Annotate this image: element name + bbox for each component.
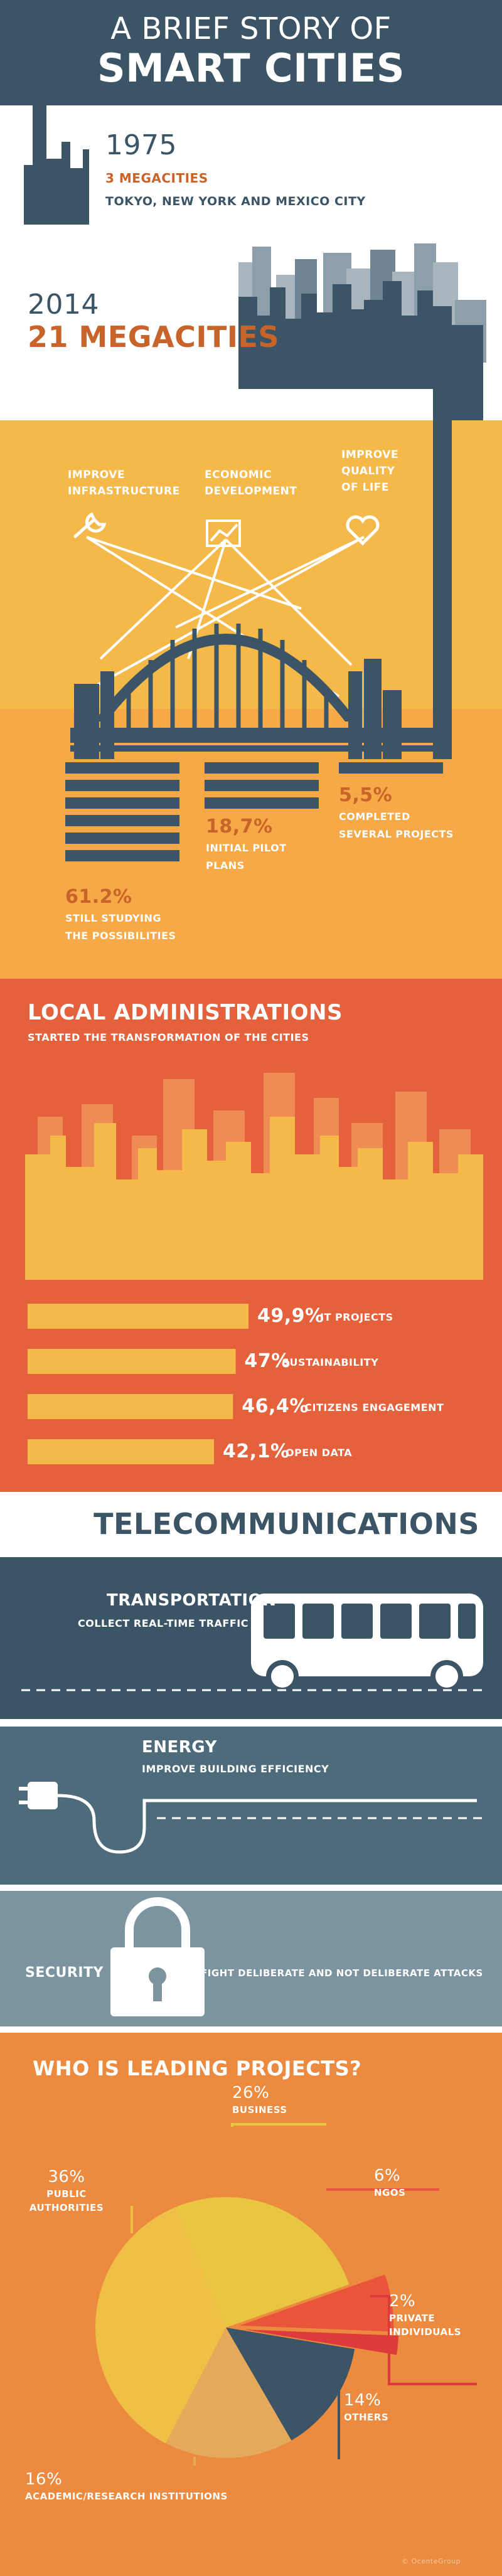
bridge-illustration	[0, 420, 502, 979]
lock-icon	[110, 1897, 205, 2016]
goal-economic: ECONOMIC DEVELOPMENT	[205, 469, 297, 498]
local-bar	[28, 1349, 236, 1374]
local-bar-label: CITIZENS ENGAGEMENT	[304, 1402, 444, 1413]
header-line1: A BRIEF STORY OF	[110, 11, 392, 46]
pie-slice	[95, 2207, 226, 2444]
plug-icon	[19, 1782, 477, 1854]
pie-leader-line	[370, 2295, 477, 2385]
section-goals: IMPROVE INFRASTRUCTURE ECONOMIC DEVELOPM…	[0, 420, 502, 979]
section-local-administrations: LOCAL ADMINISTRATIONS STARTED THE TRANSF…	[0, 979, 502, 1492]
security-panel: SECURITY FIGHT DELIBERATE AND NOT DELIBE…	[0, 1891, 502, 2026]
section-transportation: TRANSPORTATION COLLECT REAL-TIME TRAFFIC	[0, 1557, 502, 1719]
telecom-title: TELECOMMUNICATIONS	[93, 1507, 479, 1541]
energy-subtitle: IMPROVE BUILDING EFFICIENCY	[142, 1763, 329, 1775]
pie-slice	[226, 2328, 355, 2440]
local-bar	[28, 1394, 233, 1419]
leaders-title: WHO IS LEADING PROJECTS?	[33, 2057, 362, 2080]
bus-icon	[251, 1594, 483, 1693]
header: A BRIEF STORY OF SMART CITIES	[0, 0, 502, 105]
local-bar-value: 49,9%	[257, 1305, 324, 1327]
pie-label: 36% PUBLIC AUTHORITIES	[29, 2168, 104, 2213]
local-bar	[28, 1439, 214, 1464]
local-bar	[28, 1304, 248, 1329]
year-1975: 1975	[105, 129, 177, 161]
skyline-2014	[238, 243, 486, 420]
stage-studying: 61.2% STILL STUDYING THE POSSIBILITIES	[65, 886, 176, 942]
pie-slice	[166, 2328, 292, 2458]
credit: © OcenteGroup	[402, 2557, 461, 2565]
section-telecom-title: TELECOMMUNICATIONS	[0, 1492, 502, 1557]
local-bar-chart	[28, 1304, 248, 1464]
section-security: SECURITY FIGHT DELIBERATE AND NOT DELIBE…	[0, 1885, 502, 2026]
local-bar-label: SUSTAINABILITY	[282, 1356, 379, 1368]
local-bar-label: OPEN DATA	[285, 1447, 353, 1459]
transport-title: TRANSPORTATION	[107, 1591, 277, 1610]
goal-quality: IMPROVE QUALITY OF LIFE	[341, 449, 399, 494]
pie-leader-line	[231, 2123, 326, 2127]
goal-infrastructure: IMPROVE INFRASTRUCTURE	[68, 469, 180, 498]
energy-panel: ENERGY IMPROVE BUILDING EFFICIENCY	[0, 1727, 502, 1885]
factory-illustration	[24, 105, 89, 225]
megacities-1975: 3 MEGACITIES	[105, 171, 208, 186]
section-leaders: WHO IS LEADING PROJECTS? 26% BUSINESS 6% NG…	[0, 2026, 502, 2576]
local-bar-value: 46,4%	[242, 1395, 309, 1417]
pie-slice	[175, 2197, 350, 2328]
local-bar-label: IT PROJECTS	[320, 1311, 393, 1323]
local-title: LOCAL ADMINISTRATIONS	[28, 1000, 343, 1025]
pie-slice	[239, 2274, 394, 2332]
pie-chart	[95, 2123, 477, 2466]
stage-pilot: 18,7% INITIAL PILOT PLANS	[206, 816, 287, 871]
leaders-panel: WHO IS LEADING PROJECTS? 26% BUSINESS 6% NG…	[0, 2033, 502, 2576]
pie-label: 16% ACADEMIC/RESEARCH INSTITUTIONS	[25, 2470, 228, 2502]
local-bar-value: 42,1%	[222, 1440, 290, 1462]
section-2014: 2014 21 MEGACITIES	[0, 225, 502, 420]
header-line2: SMART CITIES	[97, 45, 405, 91]
pie-label: 26% BUSINESS	[232, 2084, 287, 2116]
energy-title: ENERGY	[142, 1738, 217, 1757]
local-subtitle: STARTED THE TRANSFORMATION OF THE CITIES	[28, 1031, 309, 1043]
skyline-local	[25, 1073, 483, 1280]
megacities-2014: 21 MEGACITIES	[28, 320, 280, 354]
local-bar-value: 47%	[244, 1350, 291, 1372]
section-energy: ENERGY IMPROVE BUILDING EFFICIENCY	[0, 1719, 502, 1885]
pie-label: 14% OTHERS	[344, 2391, 389, 2423]
stage-completed: 5,5% COMPLETED SEVERAL PROJECTS	[339, 784, 454, 840]
section-1975: 1975 3 MEGACITIES TOKYO, NEW YORK AND ME…	[0, 105, 502, 225]
pie-label: 6% NGOs	[374, 2166, 406, 2198]
pie-label: 2% PRIVATE INDIVIDUALS	[389, 2292, 461, 2338]
year-2014: 2014	[28, 289, 99, 321]
pie-slice	[244, 2329, 399, 2355]
lock-illustration	[110, 1897, 205, 2016]
security-subtitle: FIGHT DELIBERATE AND NOT DELIBERATE ATTA…	[201, 1967, 483, 1979]
security-title: SECURITY	[25, 1965, 104, 1981]
cities-1975: TOKYO, NEW YORK AND MEXICO CITY	[105, 194, 366, 208]
plug-illustration	[19, 1782, 483, 1854]
transport-subtitle: COLLECT REAL-TIME TRAFFIC	[78, 1617, 248, 1629]
bus-illustration	[21, 1594, 483, 1693]
